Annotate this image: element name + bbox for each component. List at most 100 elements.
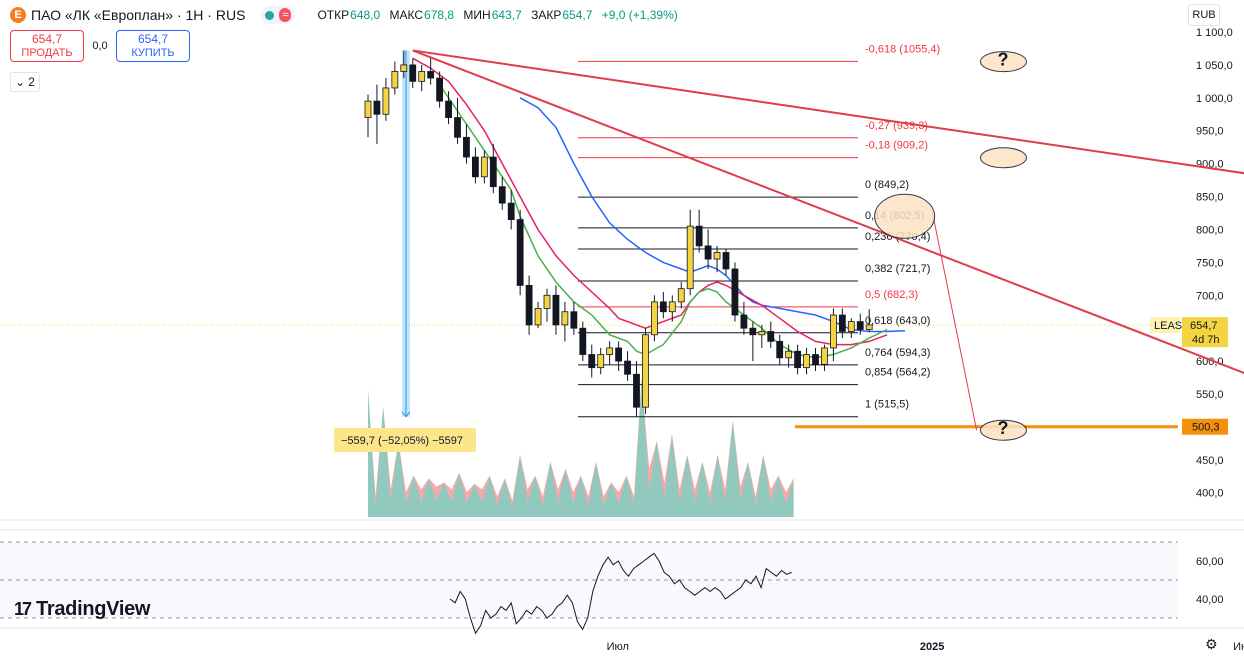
- candle-body: [821, 347, 828, 365]
- candle-body: [830, 314, 837, 349]
- price-badge-bg: [1182, 317, 1228, 348]
- candle-body: [668, 301, 676, 313]
- fib-level-label: 0,382 (721,7): [865, 263, 930, 275]
- candle-body: [409, 64, 417, 82]
- y-tick-label: 600,0: [1196, 356, 1224, 368]
- buy-label: КУПИТЬ: [131, 47, 175, 59]
- question-mark-icon: ?: [997, 418, 1008, 438]
- candle-body: [471, 156, 479, 178]
- sell-price: 654,7: [31, 32, 63, 46]
- candle-body: [785, 350, 793, 359]
- indicators-toggle-button[interactable]: ⌄ 2: [10, 72, 40, 92]
- moving-average-blue: [519, 97, 906, 333]
- candle-body: [597, 354, 605, 369]
- tradingview-logo[interactable]: 17 TradingView: [14, 598, 150, 621]
- last-price-badge: LEAS 654,7 4d 7h: [1150, 317, 1228, 348]
- candle-body: [713, 252, 721, 260]
- candle-body: [516, 219, 524, 286]
- annotation-ellipse: [979, 419, 1027, 441]
- x-tick-label: 2025: [920, 641, 944, 653]
- close-value: 654,7: [562, 8, 593, 22]
- candle-body: [364, 100, 372, 118]
- rsi-tick-label: 60,00: [1196, 556, 1224, 568]
- indicators-count: 2: [28, 75, 35, 89]
- candle-body: [391, 71, 399, 89]
- candle-body: [803, 354, 810, 369]
- y-tick-label: 400,0: [1196, 488, 1224, 500]
- candle-body: [507, 202, 515, 220]
- level-badge-bg: [1182, 418, 1228, 435]
- candle-body: [749, 327, 757, 336]
- candle-body: [838, 314, 846, 332]
- measure-label-bg: [334, 428, 476, 452]
- ticker-badge-text: LEAS: [1154, 320, 1182, 332]
- price-badge-countdown: 4d 7h: [1192, 334, 1220, 346]
- candle-body: [579, 327, 587, 355]
- fib-level-label: 0 (849,2): [865, 179, 909, 191]
- fib-level-label: 0,854 (564,2): [865, 367, 930, 379]
- trendline: [412, 49, 1244, 175]
- symbol-title[interactable]: ПАО «ЛК «Европлан» · 1Н · RUS: [31, 7, 246, 23]
- fib-level-label: 0,764 (594,3): [865, 347, 930, 359]
- candle-body: [588, 354, 596, 369]
- candle-body: [722, 252, 730, 270]
- candle-body: [436, 77, 444, 102]
- company-logo-icon: Е: [10, 7, 26, 23]
- open-label: ОТКР: [317, 8, 350, 22]
- rsi-line: [449, 552, 792, 635]
- candle-body: [534, 308, 542, 326]
- y-tick-label: 700,0: [1196, 290, 1224, 302]
- buy-price: 654,7: [137, 32, 169, 46]
- candle-body: [615, 347, 622, 362]
- rsi-band-fill: [0, 542, 1178, 618]
- ohlc-values: ОТКР648,0 МАКС678,8 МИН643,7 ЗАКР654,7 +…: [317, 8, 683, 22]
- candle-body: [552, 294, 560, 326]
- fib-level-label: -0,618 (1055,4): [865, 43, 940, 55]
- y-tick-label: 550,0: [1196, 389, 1224, 401]
- sell-button[interactable]: 654,7 ПРОДАТЬ: [10, 30, 84, 62]
- currency-selector[interactable]: RUB: [1188, 4, 1220, 26]
- trendline: [412, 49, 1244, 375]
- candle-body: [418, 71, 426, 82]
- candle-body: [543, 294, 551, 309]
- candle-body: [606, 347, 614, 355]
- volume-area-up: [368, 379, 794, 517]
- candle-body: [373, 100, 381, 115]
- candle-body: [489, 156, 497, 188]
- candle-body: [633, 373, 640, 408]
- measure-label-text: −559,7 (−52,05%) −5597: [341, 435, 463, 447]
- candle-body: [427, 71, 435, 79]
- tradingview-wordmark: TradingView: [36, 598, 151, 620]
- volume-histogram: [368, 379, 794, 517]
- fib-level-label: 0,618 (643,0): [865, 315, 930, 327]
- candle-body: [400, 64, 408, 72]
- candle-body: [686, 225, 694, 290]
- candle-body: [570, 311, 578, 329]
- candle-body: [463, 136, 470, 158]
- measure-arrow-icon: [401, 411, 411, 418]
- candle-body: [758, 331, 766, 336]
- level-badge-value: 500,3: [1192, 422, 1220, 434]
- high-value: 678,8: [424, 8, 455, 22]
- tradingview-mark-icon: 17: [14, 599, 32, 619]
- annotation-ellipse: [979, 51, 1027, 73]
- market-status-pill[interactable]: ≈: [261, 6, 296, 24]
- y-tick-label: 1 100,0: [1196, 27, 1233, 39]
- candles: [364, 50, 873, 418]
- buy-button[interactable]: 654,7 КУПИТЬ: [116, 30, 190, 62]
- y-tick-label: 750,0: [1196, 257, 1224, 269]
- candle-body: [767, 331, 775, 342]
- measure-label: −559,7 (−52,05%) −5597: [334, 428, 476, 452]
- y-tick-label: 850,0: [1196, 192, 1224, 204]
- settings-gear-icon[interactable]: ⚙: [1205, 636, 1218, 652]
- fib-level-label: 1 (515,5): [865, 399, 909, 411]
- moving-average-red: [412, 57, 888, 346]
- open-value: 648,0: [350, 8, 381, 22]
- high-label: МАКС: [389, 8, 424, 22]
- question-mark-icon: ?: [997, 50, 1008, 70]
- candle-body: [642, 334, 649, 408]
- candle-body: [624, 360, 631, 375]
- price-badge-value: 654,7: [1190, 320, 1218, 332]
- change-value: +9,0 (+1,39%): [601, 8, 678, 22]
